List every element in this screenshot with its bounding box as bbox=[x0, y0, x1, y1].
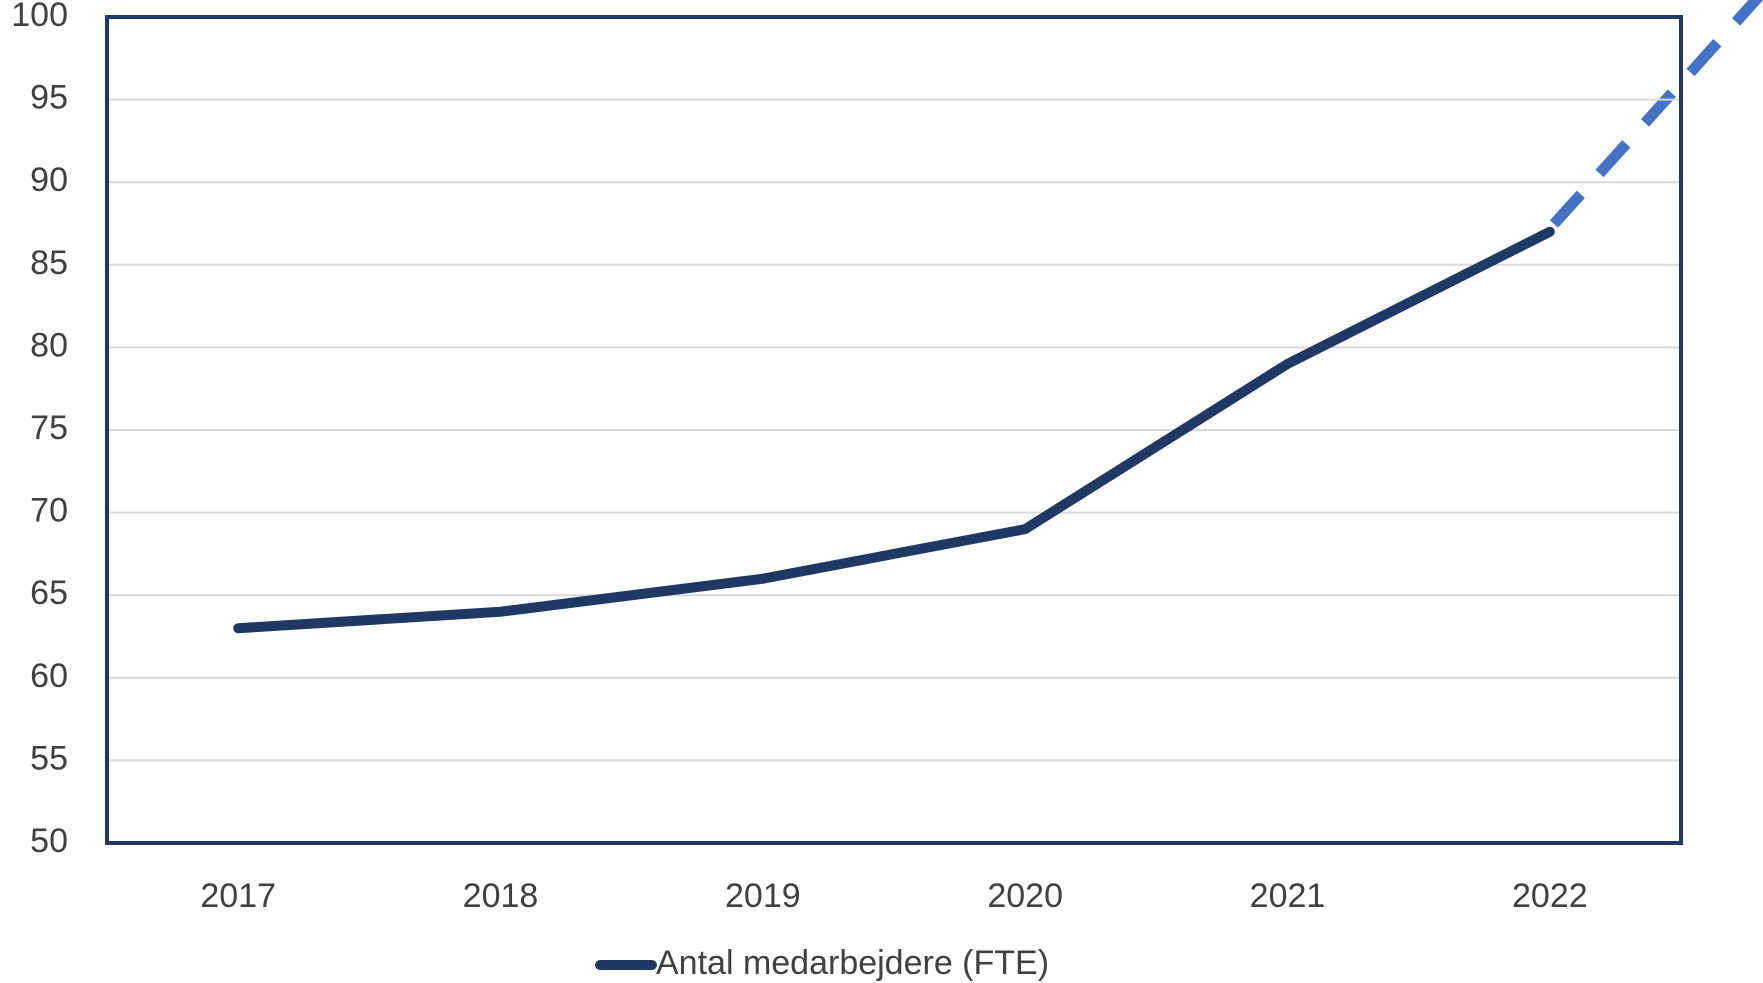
plot-frame bbox=[105, 15, 1683, 845]
x-tick-label: 2022 bbox=[1512, 877, 1588, 915]
y-tick-label: 90 bbox=[30, 161, 68, 199]
y-tick-label: 55 bbox=[30, 739, 68, 777]
legend-label: Antal medarbejdere (FTE) bbox=[656, 944, 1049, 982]
y-tick-label: 80 bbox=[30, 326, 68, 364]
series-line bbox=[233, 226, 1555, 634]
x-tick-label: 2019 bbox=[725, 877, 801, 915]
y-tick-label: 75 bbox=[30, 409, 68, 447]
x-tick-label: 2017 bbox=[200, 877, 276, 915]
y-tick-label: 65 bbox=[30, 574, 68, 612]
forecast-trend bbox=[1549, 0, 1763, 228]
y-tick-label: 70 bbox=[30, 492, 68, 530]
y-tick-label: 95 bbox=[30, 79, 68, 117]
y-tick-label: 85 bbox=[30, 244, 68, 282]
x-tick-label: 2020 bbox=[987, 877, 1063, 915]
x-tick-label: 2021 bbox=[1250, 877, 1326, 915]
x-tick-label: 2018 bbox=[463, 877, 539, 915]
y-tick-label: 60 bbox=[30, 657, 68, 695]
y-tick-label: 100 bbox=[11, 0, 68, 34]
y-tick-label: 50 bbox=[30, 822, 68, 860]
